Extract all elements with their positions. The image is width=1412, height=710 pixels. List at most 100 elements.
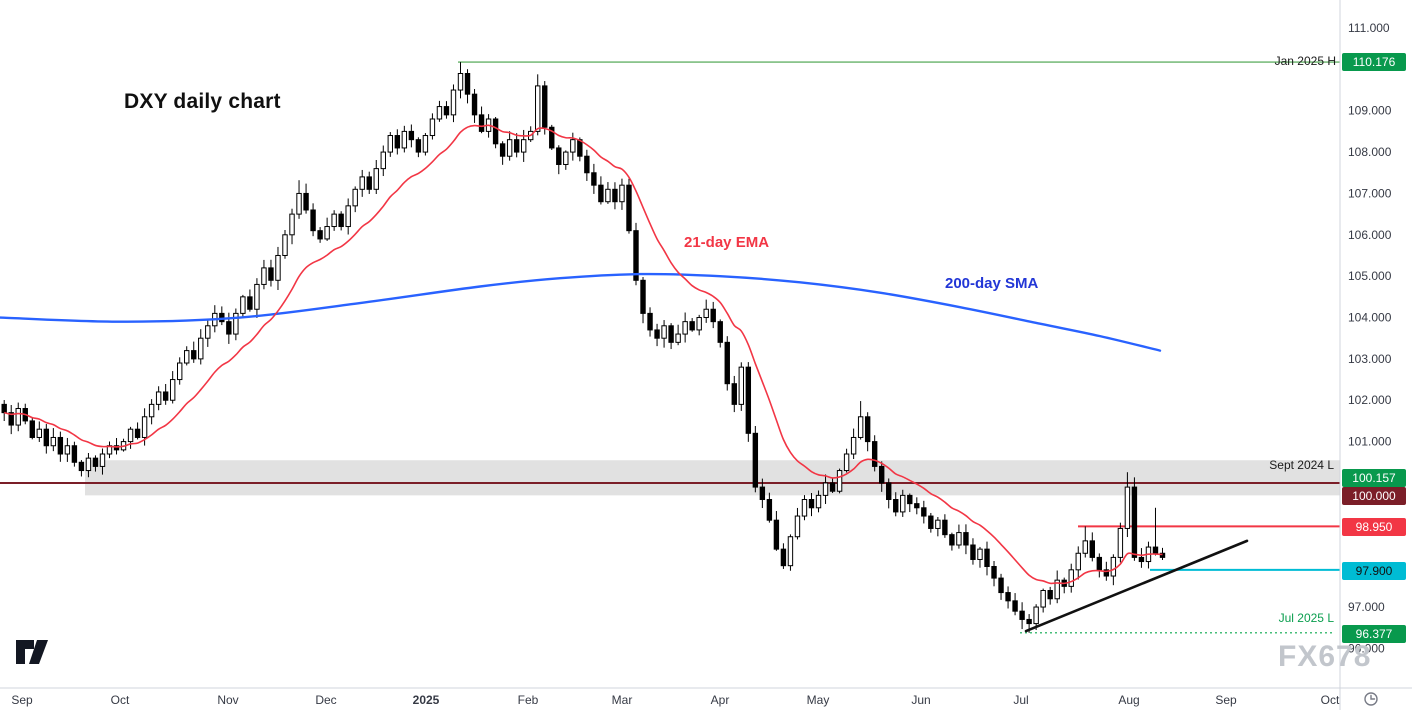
- candle: [928, 515, 934, 529]
- candle: [640, 279, 646, 314]
- time-tick-label: Aug: [1118, 693, 1139, 707]
- price-tick-label: 97.000: [1348, 600, 1385, 614]
- price-tick-label: 109.000: [1348, 104, 1392, 118]
- time-tick-label: Sep: [1215, 693, 1237, 707]
- candle: [247, 296, 253, 310]
- candle: [1159, 552, 1166, 558]
- candle: [759, 486, 766, 501]
- time-tick-label: 2025: [413, 693, 440, 707]
- candle: [64, 445, 71, 455]
- candle: [408, 130, 415, 141]
- price-tick-label: 103.000: [1348, 352, 1392, 366]
- time-tick-label: Dec: [315, 693, 336, 707]
- candle: [92, 457, 99, 467]
- candle: [380, 151, 386, 170]
- candle: [921, 507, 927, 517]
- price-badge-label: 98.950: [1356, 520, 1393, 534]
- candle: [506, 139, 513, 157]
- candle: [1075, 552, 1081, 571]
- candle: [794, 515, 801, 538]
- price-badge[interactable]: [1342, 625, 1406, 643]
- plot-area[interactable]: [0, 61, 1340, 634]
- time-tick-label: Mar: [612, 693, 633, 707]
- price-tick-label: 101.000: [1348, 435, 1392, 449]
- candle: [591, 172, 597, 186]
- candle: [612, 188, 618, 203]
- clock-icon[interactable]: [1364, 692, 1378, 706]
- candle: [177, 362, 183, 381]
- price-tick-label: 111.000: [1348, 21, 1390, 35]
- candle: [15, 408, 21, 426]
- candle: [520, 139, 527, 153]
- candle: [914, 503, 920, 509]
- candle: [991, 566, 997, 579]
- price-badge[interactable]: [1342, 487, 1406, 505]
- candle: [1005, 592, 1011, 602]
- candle: [57, 436, 64, 455]
- candle: [226, 321, 232, 335]
- candle: [1131, 486, 1138, 558]
- ascending-trendline[interactable]: [1024, 539, 1249, 633]
- price-badge-label: 110.176: [1353, 55, 1396, 69]
- candle: [36, 428, 42, 438]
- candle: [822, 482, 829, 496]
- candle: [184, 350, 190, 364]
- time-tick-label: Feb: [518, 693, 539, 707]
- candle: [850, 436, 857, 455]
- candle: [1082, 540, 1088, 554]
- candle: [1089, 540, 1095, 558]
- candle: [570, 139, 576, 153]
- ema-21-line[interactable]: [3, 124, 1163, 585]
- price-badge-label: 96.377: [1356, 627, 1393, 641]
- price-badge[interactable]: [1342, 53, 1406, 71]
- candle: [471, 93, 478, 116]
- candle: [808, 499, 815, 509]
- tradingview-logo[interactable]: [14, 634, 56, 666]
- candle: [387, 135, 394, 153]
- candle: [198, 337, 204, 360]
- price-axis[interactable]: [1340, 0, 1412, 710]
- time-axis[interactable]: [0, 688, 1340, 710]
- candle: [780, 548, 787, 567]
- time-tick-label: May: [807, 693, 830, 707]
- candle: [724, 341, 730, 385]
- sma-200-line[interactable]: [0, 272, 1162, 352]
- price-badge[interactable]: [1342, 518, 1406, 536]
- price-badge[interactable]: [1342, 469, 1406, 487]
- candle: [598, 184, 604, 203]
- candle: [668, 325, 674, 343]
- candle: [303, 192, 309, 211]
- sept-2024-low-zone[interactable]: [85, 460, 1340, 496]
- candle: [619, 184, 625, 203]
- price-tick-label: 104.000: [1348, 311, 1392, 325]
- candle: [766, 499, 773, 521]
- candle: [1033, 606, 1039, 625]
- candle: [443, 106, 450, 116]
- candle: [492, 118, 499, 145]
- candle: [731, 383, 737, 405]
- candle: [478, 114, 485, 132]
- candle: [963, 532, 969, 546]
- candle: [893, 499, 899, 513]
- candle: [324, 226, 330, 240]
- time-tick-label: Oct: [111, 693, 130, 707]
- price-badge-label: 100.000: [1352, 489, 1396, 503]
- candle: [815, 494, 822, 509]
- time-tick-label: Jul: [1013, 693, 1028, 707]
- price-badge[interactable]: [1342, 562, 1406, 580]
- candle: [1152, 546, 1159, 554]
- candle: [752, 432, 759, 488]
- candle: [626, 184, 632, 232]
- candle: [296, 192, 302, 215]
- candle: [148, 403, 155, 418]
- candle: [717, 321, 723, 343]
- candle: [689, 321, 695, 331]
- candle: [1103, 569, 1110, 577]
- candle: [141, 416, 148, 438]
- candle: [289, 213, 295, 236]
- time-tick-label: Oct: [1321, 693, 1340, 707]
- candle: [162, 391, 169, 401]
- price-tick-label: 108.000: [1348, 145, 1392, 159]
- candle: [633, 230, 639, 281]
